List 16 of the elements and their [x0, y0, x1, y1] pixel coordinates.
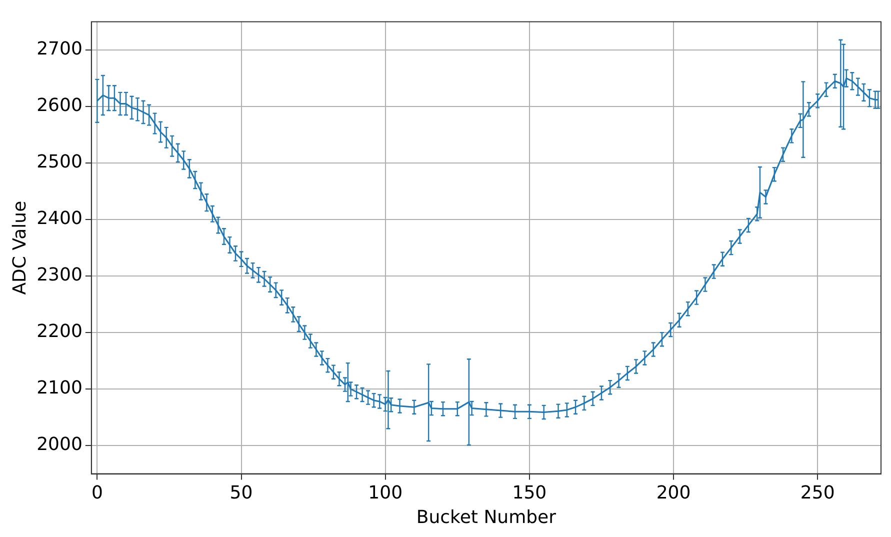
y-tick-label: 2200	[36, 321, 82, 342]
y-axis-title: ADC Value	[9, 200, 30, 295]
y-tick-label: 2300	[36, 264, 82, 286]
y-tick-label: 2700	[36, 38, 82, 60]
x-tick-label: 150	[512, 482, 547, 504]
y-tick-label: 2400	[36, 208, 82, 230]
x-tick-label: 100	[368, 482, 403, 504]
x-tick-label: 200	[656, 482, 691, 504]
y-tick-label: 2100	[36, 378, 82, 399]
x-tick-label: 0	[91, 482, 103, 504]
x-axis-title: Bucket Number	[416, 506, 557, 528]
x-tick-label: 250	[800, 482, 835, 504]
y-tick-label: 2000	[36, 434, 82, 456]
y-tick-label: 2600	[36, 95, 82, 116]
y-tick-label: 2500	[36, 152, 82, 173]
x-tick-label: 50	[230, 482, 253, 504]
